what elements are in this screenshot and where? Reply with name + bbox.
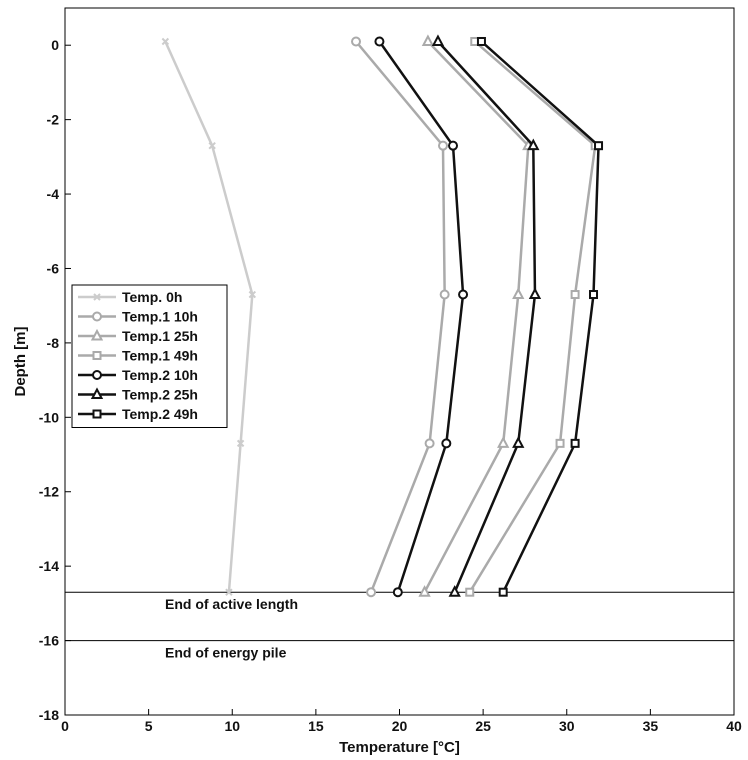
data-point bbox=[458, 289, 469, 300]
y-tick-label: -12 bbox=[39, 484, 59, 500]
data-point bbox=[418, 585, 431, 597]
data-point bbox=[555, 438, 565, 448]
y-tick-label: -2 bbox=[47, 112, 60, 128]
y-tick-label: -10 bbox=[39, 409, 59, 425]
legend: Temp. 0h Temp.1 10h Temp.1 25h Temp.1 49h Te… bbox=[71, 284, 228, 428]
x-tick-label: 15 bbox=[308, 718, 324, 734]
data-point bbox=[448, 585, 461, 597]
legend-label: Temp.2 10h bbox=[122, 367, 198, 383]
data-point bbox=[512, 287, 525, 300]
x-tick-label: 5 bbox=[145, 718, 153, 734]
data-point bbox=[92, 409, 102, 419]
legend-item: Temp.1 49h bbox=[78, 348, 198, 364]
x-axis-label: Temperature [°C] bbox=[339, 739, 460, 756]
x-tick-label: 40 bbox=[726, 718, 742, 734]
data-point bbox=[161, 37, 170, 46]
data-point bbox=[248, 290, 257, 299]
data-point bbox=[351, 36, 362, 47]
data-point bbox=[448, 140, 459, 151]
data-point bbox=[424, 438, 435, 449]
y-tick-label: -4 bbox=[47, 186, 60, 202]
y-tick-label: -16 bbox=[39, 633, 59, 649]
data-point bbox=[374, 36, 385, 47]
data-point bbox=[527, 138, 540, 151]
data-point bbox=[208, 141, 216, 150]
legend-label: Temp.1 25h bbox=[122, 328, 198, 344]
series bbox=[161, 37, 257, 596]
x-tick-label: 30 bbox=[559, 718, 575, 734]
data-point bbox=[92, 370, 102, 380]
series bbox=[431, 34, 542, 597]
data-point bbox=[92, 311, 102, 322]
data-point bbox=[225, 588, 233, 596]
data-point bbox=[92, 351, 102, 360]
y-axis-label: Depth [m] bbox=[12, 327, 29, 397]
reference-line-label: End of energy pile bbox=[165, 645, 287, 661]
y-axis-ticks: 0 -2 -4 -6 -8 -10 -12 -14 -16 -18 bbox=[39, 37, 71, 723]
legend-item: Temp. 0h bbox=[78, 289, 182, 305]
legend-item: Temp.2 10h bbox=[78, 367, 198, 383]
x-axis-ticks: 0 5 10 15 20 25 30 35 40 bbox=[61, 709, 742, 734]
x-tick-label: 25 bbox=[475, 718, 491, 734]
y-tick-label: -6 bbox=[47, 260, 60, 276]
data-point bbox=[512, 436, 525, 448]
reference-lines: End of active length End of energy pile bbox=[65, 591, 734, 661]
data-point bbox=[594, 141, 604, 151]
series bbox=[476, 36, 604, 597]
x-tick-label: 0 bbox=[61, 718, 69, 734]
legend-label: Temp.2 25h bbox=[122, 387, 198, 403]
series-layer bbox=[161, 34, 604, 598]
legend-item: Temp.2 25h bbox=[78, 387, 198, 403]
y-tick-label: -8 bbox=[47, 335, 60, 351]
data-point bbox=[476, 36, 486, 46]
x-tick-label: 35 bbox=[643, 718, 659, 734]
legend-item: Temp.1 25h bbox=[78, 328, 198, 344]
reference-line-label: End of active length bbox=[165, 596, 298, 612]
legend-item: Temp.2 49h bbox=[78, 406, 198, 422]
data-point bbox=[570, 438, 580, 448]
data-point bbox=[90, 328, 104, 341]
y-tick-label: -14 bbox=[39, 558, 59, 574]
series bbox=[351, 36, 450, 598]
legend-label: Temp. 0h bbox=[122, 289, 182, 305]
data-point bbox=[366, 587, 377, 598]
data-point bbox=[392, 587, 403, 598]
x-tick-label: 20 bbox=[392, 718, 408, 734]
data-point bbox=[421, 34, 435, 46]
data-point bbox=[93, 293, 101, 301]
data-point bbox=[528, 287, 542, 300]
y-tick-label: 0 bbox=[51, 37, 59, 53]
data-point bbox=[437, 140, 448, 151]
legend-label: Temp.1 10h bbox=[122, 309, 198, 325]
data-point bbox=[497, 436, 510, 448]
data-point bbox=[441, 438, 452, 449]
data-point bbox=[465, 587, 475, 597]
legend-label: Temp.2 49h bbox=[122, 406, 198, 422]
data-point bbox=[589, 290, 599, 300]
data-point bbox=[431, 34, 445, 46]
legend-item: Temp.1 10h bbox=[78, 309, 198, 325]
x-tick-label: 10 bbox=[224, 718, 240, 734]
data-point bbox=[236, 439, 245, 448]
data-point bbox=[439, 289, 450, 300]
data-point bbox=[90, 387, 104, 399]
data-point bbox=[498, 587, 508, 597]
data-point bbox=[570, 290, 580, 300]
series bbox=[374, 36, 469, 598]
y-tick-label: -18 bbox=[39, 707, 59, 723]
legend-label: Temp.1 49h bbox=[122, 348, 198, 364]
